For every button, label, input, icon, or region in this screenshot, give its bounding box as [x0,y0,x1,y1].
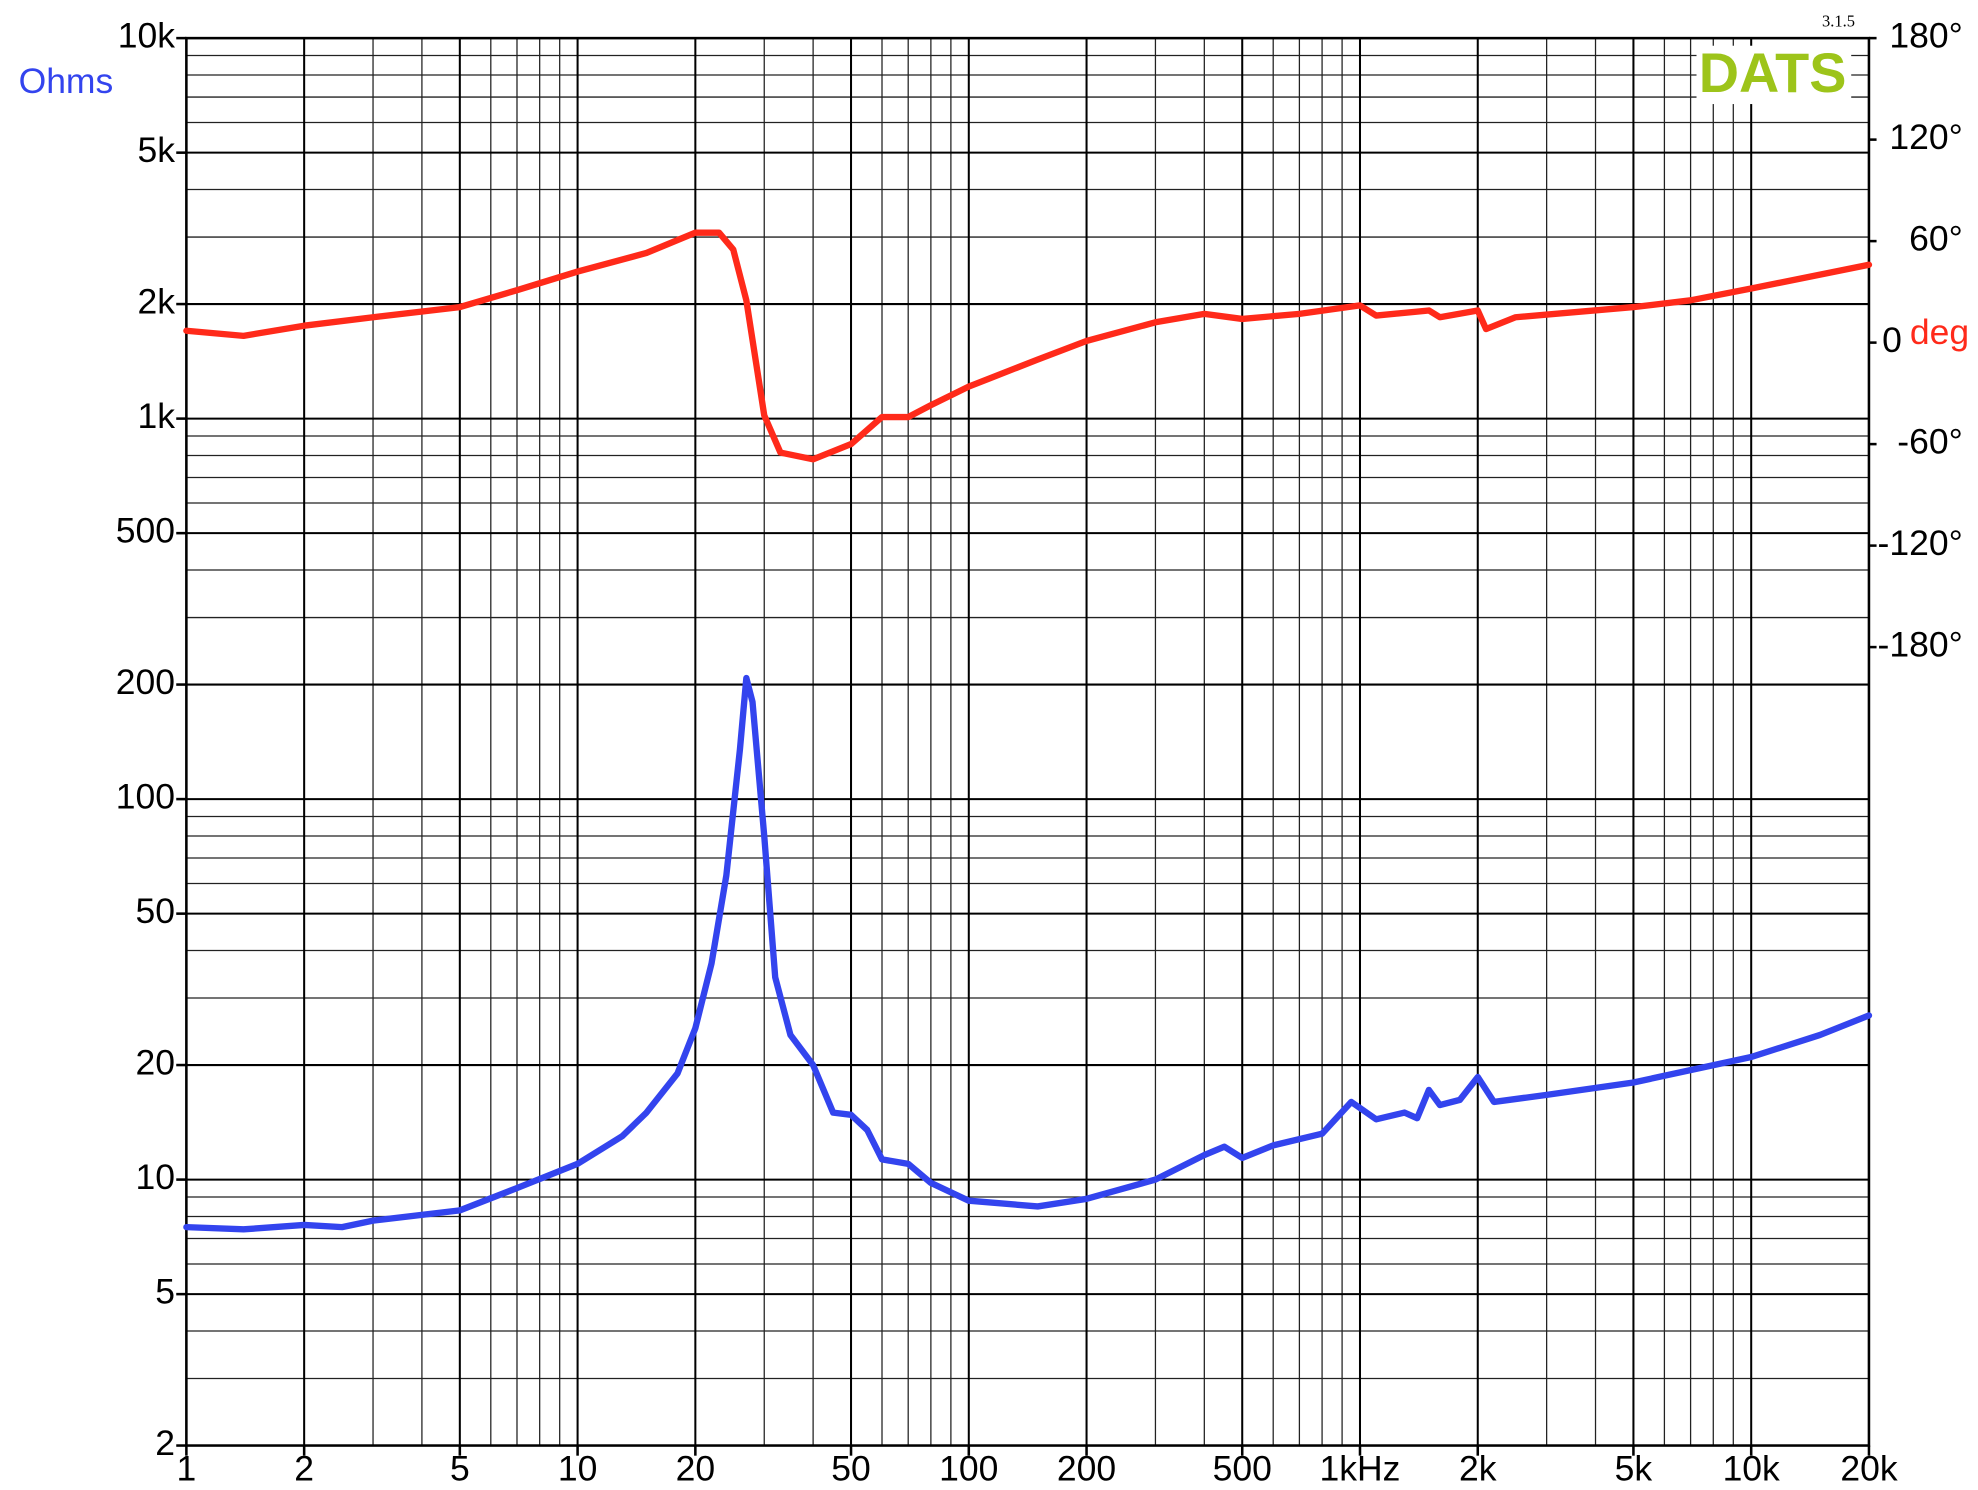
x-tick-label: 1kHz [1320,1448,1401,1488]
y-axis-label: Ohms [19,61,114,101]
y-tick-label: 200 [116,662,175,702]
x-tick-label: 100 [939,1448,998,1488]
y-tick-label: 10k [118,15,175,55]
y2-tick-label: -120° [1878,523,1963,563]
x-tick-label: 5k [1615,1448,1653,1488]
y-tick-label: 5 [155,1272,175,1312]
series-line [183,674,1873,1233]
plot-frame [185,36,1871,1447]
y2-tick-label: 60° [1909,218,1963,258]
x-tick-label: 5 [450,1448,470,1488]
x-tick-label: 200 [1057,1448,1116,1488]
y-tick-label: 1k [137,396,175,436]
y2-tick-label: -60° [1897,421,1963,461]
y-tick-label: 10 [135,1157,175,1197]
x-tick-label: 20 [676,1448,716,1488]
y2-tick-label: 0 [1882,320,1902,360]
y2-tick-label: -180° [1878,624,1963,664]
x-tick-label: 2k [1459,1448,1497,1488]
x-tick-label: 10k [1723,1448,1780,1488]
x-tick-label: 50 [831,1448,871,1488]
x-tick-label: 2 [294,1448,314,1488]
y-tick-label: 2 [155,1423,175,1463]
logo: DATS [1699,42,1847,104]
x-tick-label: 1 [177,1448,197,1488]
y-tick-label: 2k [137,281,175,321]
version: 3.1.5 [1822,12,1855,31]
series-line [183,229,1873,463]
y-tick-label: 20 [135,1042,175,1082]
y2-tick-label: 180° [1889,15,1962,55]
x-tick-label: 500 [1213,1448,1272,1488]
y2-tick-label: 120° [1889,117,1962,157]
y-tick-label: 100 [116,776,175,816]
x-tick-label: 10 [558,1448,598,1488]
y-tick-label: 5k [137,130,175,170]
y-tick-label: 50 [135,891,175,931]
y2-axis-label: deg [1910,312,1969,352]
logo-box [1696,45,1852,105]
y-tick-label: 500 [116,511,175,551]
x-tick-label: 20k [1840,1448,1897,1488]
